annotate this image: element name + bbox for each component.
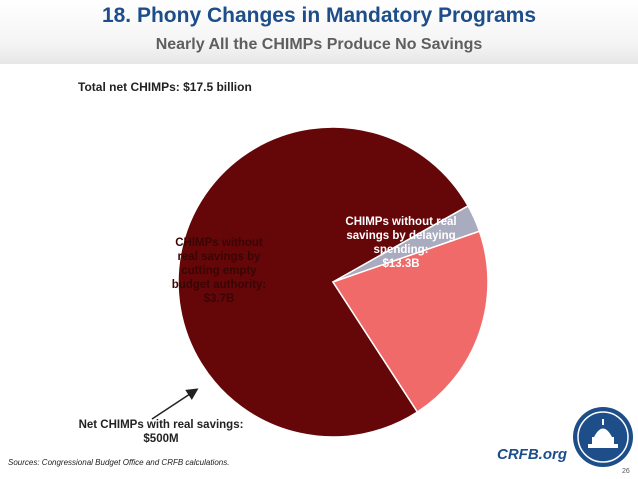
slice-empty-budget-authority bbox=[331, 230, 489, 414]
slice-delaying-spending bbox=[177, 126, 470, 438]
chart-total-label: Total net CHIMPs: $17.5 billion bbox=[78, 80, 252, 94]
page-number: 26 bbox=[622, 468, 630, 475]
slice-label-net-real-savings: Net CHIMPs with real savings: $500M bbox=[78, 419, 244, 445]
crfb-brand-link[interactable]: CRFB.org bbox=[497, 446, 567, 463]
slice-label-empty-budget-authority: CHIMPs without real savings by cutting e… bbox=[171, 237, 267, 305]
header-band bbox=[0, 0, 638, 64]
slide-title: 18. Phony Changes in Mandatory Programs bbox=[101, 4, 537, 27]
pie-slices bbox=[177, 126, 489, 438]
slide-subtitle: Nearly All the CHIMPs Produce No Savings bbox=[155, 36, 483, 53]
net-savings-pointer-arrow bbox=[151, 388, 199, 420]
slice-label-delaying-spending: CHIMPs without real savings by delaying … bbox=[345, 216, 457, 270]
sources-note: Sources: Congressional Budget Office and… bbox=[8, 458, 230, 467]
capitol-seal-icon bbox=[573, 407, 633, 467]
